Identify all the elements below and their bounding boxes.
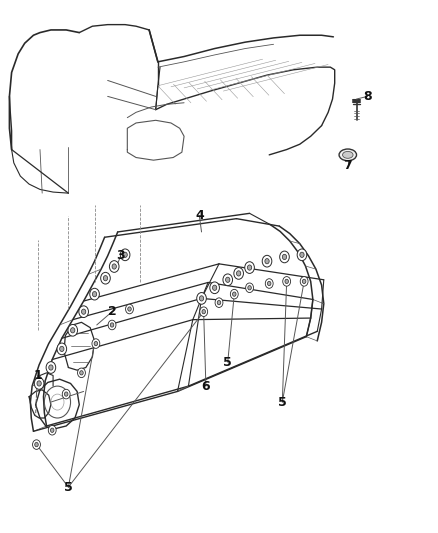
Circle shape	[92, 339, 100, 349]
Circle shape	[81, 309, 86, 314]
Circle shape	[79, 306, 88, 318]
Circle shape	[197, 293, 206, 304]
Circle shape	[262, 255, 272, 267]
Circle shape	[199, 296, 204, 301]
Circle shape	[247, 265, 252, 270]
Text: 6: 6	[201, 379, 210, 393]
Text: 7: 7	[343, 159, 352, 172]
Circle shape	[35, 442, 38, 447]
Circle shape	[302, 279, 306, 284]
Circle shape	[120, 249, 130, 261]
Circle shape	[112, 264, 117, 269]
Circle shape	[237, 271, 241, 276]
Text: 1: 1	[33, 369, 42, 382]
Circle shape	[48, 425, 56, 435]
Text: 4: 4	[195, 209, 204, 222]
Circle shape	[285, 279, 289, 284]
Text: 3: 3	[117, 249, 125, 262]
Circle shape	[92, 292, 97, 297]
Ellipse shape	[339, 149, 357, 161]
Circle shape	[233, 292, 236, 296]
Circle shape	[215, 298, 223, 308]
Circle shape	[49, 365, 53, 370]
Circle shape	[50, 428, 54, 432]
Circle shape	[212, 285, 217, 290]
Circle shape	[32, 440, 40, 449]
Text: 8: 8	[363, 90, 372, 103]
Circle shape	[268, 281, 271, 286]
Circle shape	[300, 252, 304, 257]
Circle shape	[94, 342, 98, 346]
Circle shape	[108, 320, 116, 330]
Circle shape	[62, 389, 70, 399]
Circle shape	[297, 249, 307, 261]
Circle shape	[71, 328, 75, 333]
Circle shape	[57, 343, 67, 355]
Circle shape	[223, 274, 233, 286]
Circle shape	[246, 283, 254, 293]
Circle shape	[248, 286, 251, 290]
Circle shape	[110, 261, 119, 272]
Text: 5: 5	[278, 395, 287, 409]
Circle shape	[128, 307, 131, 311]
Circle shape	[280, 251, 289, 263]
Circle shape	[68, 325, 78, 336]
Text: 5: 5	[223, 356, 232, 369]
Circle shape	[200, 307, 208, 317]
Circle shape	[80, 370, 83, 375]
Circle shape	[245, 262, 254, 273]
Circle shape	[202, 310, 205, 314]
Circle shape	[37, 381, 41, 386]
Circle shape	[210, 282, 219, 294]
Circle shape	[90, 288, 99, 300]
Circle shape	[265, 259, 269, 264]
Circle shape	[110, 323, 114, 327]
Circle shape	[78, 368, 85, 377]
Circle shape	[300, 277, 308, 286]
Circle shape	[103, 276, 108, 281]
Circle shape	[60, 346, 64, 352]
Circle shape	[265, 279, 273, 288]
Circle shape	[234, 268, 244, 279]
Text: 2: 2	[108, 305, 117, 318]
Circle shape	[217, 301, 221, 305]
Ellipse shape	[343, 151, 353, 158]
Circle shape	[283, 277, 290, 286]
Circle shape	[101, 272, 110, 284]
Circle shape	[126, 304, 134, 314]
Circle shape	[230, 289, 238, 299]
Text: 5: 5	[64, 481, 73, 494]
Circle shape	[226, 277, 230, 282]
Circle shape	[46, 362, 56, 373]
Circle shape	[123, 252, 127, 257]
Circle shape	[283, 254, 286, 260]
Circle shape	[64, 392, 68, 396]
Circle shape	[34, 377, 44, 389]
